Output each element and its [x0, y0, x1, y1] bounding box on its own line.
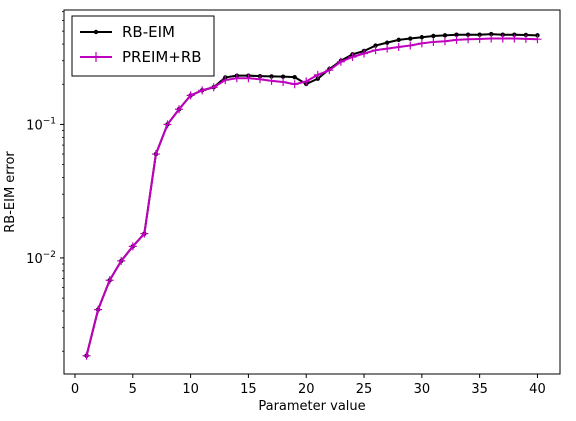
data-point — [198, 86, 207, 95]
legend-box — [71, 15, 215, 77]
x-tick-label-35: 35 — [471, 382, 488, 397]
legend-entry-rb-eim: RB-EIM — [80, 23, 175, 41]
y-tick-label-1: 10−1 — [26, 116, 56, 133]
data-point — [429, 37, 438, 46]
data-point — [408, 36, 413, 41]
data-point — [175, 105, 184, 114]
x-tick-label-40: 40 — [529, 382, 546, 397]
data-point — [442, 33, 448, 38]
data-point — [336, 57, 345, 66]
data-point — [396, 37, 401, 43]
data-point — [280, 74, 286, 79]
data-point — [383, 44, 392, 53]
legend-marker-rb-eim — [93, 29, 99, 35]
data-point — [454, 32, 459, 37]
x-tick-label-10: 10 — [182, 382, 199, 397]
data-point — [151, 150, 160, 159]
data-point — [221, 76, 230, 85]
series-line-1 — [85, 37, 538, 356]
data-point — [384, 40, 390, 45]
y-tick-label-0: 10−2 — [26, 250, 56, 267]
y-axis-label: RB-EIM error — [3, 151, 18, 233]
series-1 — [82, 34, 542, 360]
data-point — [302, 77, 311, 86]
data-point — [94, 305, 103, 314]
data-point — [82, 351, 91, 360]
data-point — [348, 53, 357, 62]
data-point — [360, 49, 369, 58]
data-point — [325, 66, 334, 75]
legend: RB-EIM PREIM+RB — [71, 15, 215, 77]
x-axis-label: Parameter value — [258, 399, 365, 414]
data-point — [140, 229, 149, 238]
data-point — [313, 70, 322, 79]
data-point — [417, 39, 426, 48]
legend-entry-preim-rb: PREIM+RB — [80, 48, 202, 66]
data-point — [105, 276, 114, 285]
data-point — [232, 74, 241, 83]
plot-frame — [63, 9, 561, 375]
x-tick-label-30: 30 — [414, 382, 431, 397]
data-point — [477, 32, 482, 37]
data-point — [290, 80, 299, 89]
data-point — [533, 35, 542, 44]
data-point — [186, 91, 195, 100]
data-point — [498, 34, 507, 43]
data-point — [475, 34, 484, 43]
legend-label-preim-rb: PREIM+RB — [122, 48, 202, 66]
x-tick-label-0: 0 — [71, 382, 79, 397]
data-point — [406, 41, 415, 50]
data-point — [394, 43, 403, 52]
x-tick-label-20: 20 — [298, 382, 315, 397]
data-point — [419, 35, 425, 40]
data-point — [464, 35, 473, 44]
data-point — [269, 74, 274, 79]
data-point — [371, 46, 380, 55]
data-point — [244, 74, 253, 83]
x-axis: 0 5 10 15 20 25 30 35 40 — [71, 374, 546, 397]
plot-area — [63, 9, 561, 375]
data-point — [292, 74, 297, 80]
data-point — [452, 35, 461, 44]
data-point — [373, 43, 378, 48]
x-tick-label-15: 15 — [240, 382, 257, 397]
data-point — [267, 76, 276, 85]
data-point — [255, 75, 264, 84]
data-point — [487, 34, 496, 43]
data-point — [279, 77, 288, 86]
y-axis: 10−2 10−1 — [26, 11, 64, 352]
series-layer — [82, 31, 542, 360]
data-point — [209, 83, 218, 92]
data-point — [465, 32, 471, 37]
data-point — [431, 33, 436, 39]
x-tick-label-25: 25 — [356, 382, 373, 397]
data-point — [521, 34, 530, 43]
data-point — [128, 242, 137, 251]
data-point — [117, 256, 126, 265]
data-point — [489, 31, 494, 37]
data-point — [163, 120, 172, 129]
data-point — [510, 34, 519, 43]
data-point — [440, 37, 449, 46]
x-tick-label-5: 5 — [129, 382, 137, 397]
legend-label-rb-eim: RB-EIM — [122, 23, 175, 41]
